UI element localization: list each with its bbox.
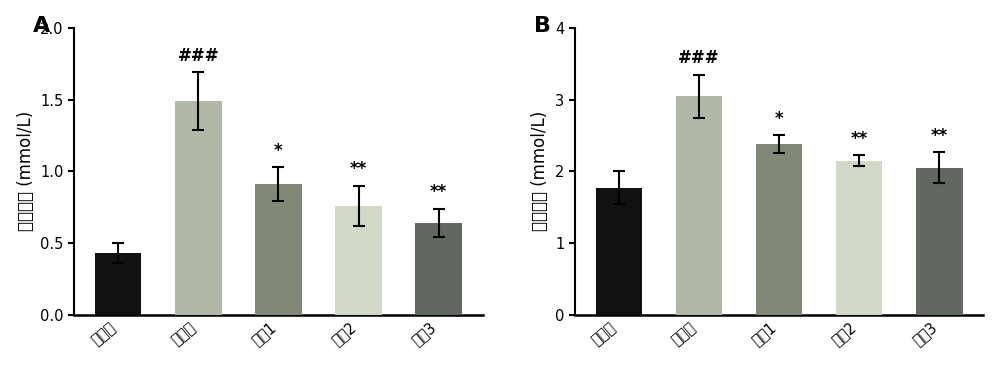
Bar [676,96,722,315]
Text: *: * [274,142,283,160]
Bar [335,206,382,315]
Bar [415,223,462,315]
Text: **: ** [430,184,447,201]
Text: **: ** [350,161,367,178]
Bar [756,144,802,315]
Bar [916,168,963,315]
Bar [836,161,882,315]
Text: **: ** [931,127,948,145]
Y-axis label: 总胆固醇 (mmol/L): 总胆固醇 (mmol/L) [531,111,549,231]
Bar [255,184,302,315]
Text: ###: ### [178,47,219,65]
Text: B: B [534,16,551,36]
Text: **: ** [851,130,868,148]
Text: ###: ### [678,49,720,68]
Text: A: A [33,16,51,36]
Text: *: * [775,110,783,128]
Bar [95,253,141,315]
Y-axis label: 甘油三脂 (mmol/L): 甘油三脂 (mmol/L) [17,111,35,231]
Bar [596,188,642,315]
Bar [175,101,222,315]
